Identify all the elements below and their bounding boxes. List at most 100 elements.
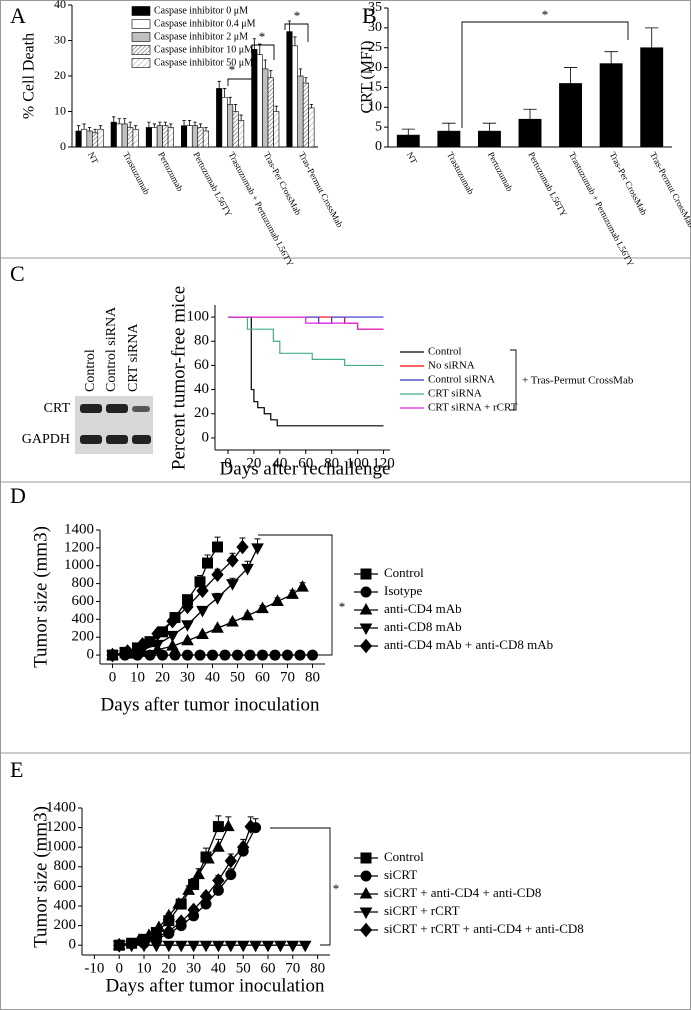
marker: [150, 930, 163, 945]
y-tick-label: 40: [54, 0, 66, 11]
bar: [127, 127, 134, 148]
legend-label: CRT siRNA: [428, 388, 482, 400]
y-tick-label: 800: [54, 858, 77, 874]
marker: [211, 593, 224, 605]
marker: [166, 613, 179, 629]
blot-band: [132, 406, 150, 412]
bar: [81, 128, 88, 148]
error-bar: [223, 88, 227, 98]
x-tick-label: 0: [109, 669, 117, 685]
error-bar: [134, 125, 138, 130]
legend-label: siCRT + rCRT + anti-CD4 + anti-CD8: [384, 921, 584, 936]
marker: [196, 605, 209, 618]
error-bar: [442, 122, 456, 132]
y-tick-label: 80: [194, 333, 209, 349]
error-bar: [258, 43, 262, 55]
x-tick-label: 10: [137, 960, 152, 976]
marker: [269, 649, 281, 661]
marker: [174, 940, 188, 953]
row-label: CRT: [44, 401, 71, 416]
marker: [175, 914, 188, 929]
marker: [136, 637, 149, 652]
y-tick-label: 1200: [46, 819, 76, 835]
marker: [212, 873, 225, 888]
y-tick-label: 400: [54, 897, 77, 913]
error-bar: [563, 67, 578, 84]
marker: [182, 883, 195, 895]
marker: [257, 649, 268, 661]
x-tick-label: 80: [305, 669, 320, 685]
error-bar: [169, 123, 173, 128]
marker: [274, 940, 287, 953]
marker: [226, 614, 239, 627]
panel-letter: B: [362, 3, 377, 28]
bar: [286, 31, 293, 148]
panel-letter: E: [10, 757, 23, 782]
error-bar: [604, 51, 618, 64]
bar: [599, 63, 623, 148]
bar: [262, 68, 269, 148]
legend-label: Caspase inhibitor 0 μM: [154, 5, 248, 16]
y-tick-label: 200: [54, 917, 77, 933]
bar: [186, 125, 193, 148]
error-bar: [645, 27, 659, 48]
y-tick-label: 1000: [46, 839, 76, 855]
legend-label: anti-CD4 mAb + anti-CD8 mAb: [384, 637, 553, 652]
error-bar: [287, 20, 292, 32]
y-tick-label: 30: [54, 32, 66, 46]
x-tick-label: 120: [372, 455, 395, 471]
x-tick-label: 70: [285, 960, 300, 976]
legend-label: Control: [428, 346, 462, 358]
error-bar: [87, 127, 92, 132]
bar: [162, 125, 169, 148]
x-tick-label: 20: [155, 669, 170, 685]
blot-band: [132, 435, 151, 444]
y-tick-label: 1000: [64, 557, 94, 573]
bar: [437, 130, 461, 148]
y-tick-label: 5: [375, 119, 382, 134]
y-axis-label: Tumor size (mm3): [30, 526, 51, 668]
marker: [256, 601, 269, 614]
bar: [191, 125, 199, 148]
y-axis-label: Tumor size (mm3): [30, 806, 51, 948]
error-bar: [309, 104, 314, 108]
error-bar: [293, 36, 297, 46]
legend-label: Caspase inhibitor 50 μM: [154, 57, 253, 68]
legend-swatch: [131, 19, 151, 29]
legend-label: anti-CD8 mAb: [384, 619, 462, 634]
marker: [194, 649, 206, 661]
x-tick-label: 40: [211, 960, 226, 976]
marker: [192, 867, 205, 880]
marker: [226, 579, 239, 591]
bar: [221, 97, 228, 148]
error-bar: [82, 123, 86, 130]
marker: [169, 649, 181, 661]
legend-label: siCRT + anti-CD4 + anti-CD8: [384, 885, 541, 900]
x-tick-label: 40: [205, 669, 220, 685]
bar: [227, 104, 234, 148]
error-bar: [93, 128, 97, 133]
series-line: [112, 546, 244, 656]
legend-marker: [359, 922, 373, 938]
bar: [216, 88, 223, 148]
bar: [518, 118, 542, 148]
error-bar: [233, 104, 238, 112]
marker: [207, 649, 218, 661]
marker: [121, 644, 134, 659]
legend-label: Control: [384, 849, 424, 864]
marker: [162, 924, 175, 939]
x-axis-label: Days after tumor inoculation: [101, 694, 320, 715]
lane-label: Control siRNA: [104, 306, 119, 392]
x-tick-label: 100: [346, 455, 369, 471]
bar: [156, 125, 163, 148]
x-tick-label: 50: [236, 960, 251, 976]
y-tick-label: 1200: [64, 539, 94, 555]
error-bar: [128, 121, 132, 128]
legend-marker: [359, 602, 373, 615]
bar: [297, 75, 304, 148]
y-tick-label: 0: [87, 647, 95, 663]
y-tick-label: 0: [60, 139, 66, 153]
marker: [221, 819, 235, 832]
y-tick-label: 1400: [64, 521, 94, 537]
